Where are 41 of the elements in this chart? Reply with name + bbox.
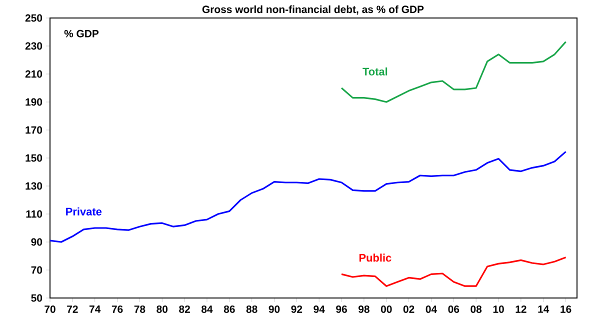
x-tick-label: 84	[201, 306, 213, 313]
y-tick-label: 70	[31, 266, 42, 274]
y-tick-label: 250	[25, 14, 42, 22]
series-label: Private	[66, 207, 102, 216]
x-tick-label: 76	[112, 306, 123, 313]
y-tick-label: 50	[31, 294, 42, 302]
x-tick-label: 90	[268, 306, 280, 313]
x-tick-label: 96	[336, 306, 347, 313]
x-tick-label: 82	[179, 306, 190, 313]
x-tick-label: 72	[67, 306, 78, 313]
x-tick-label: 00	[380, 306, 392, 313]
y-tick-label: 210	[25, 70, 42, 78]
y-tick-label: 110	[26, 210, 42, 218]
text: Total	[362, 67, 388, 76]
x-tick-label: 70	[44, 306, 56, 313]
chart-title: Gross world non-financial debt, as % of GDP	[202, 5, 424, 15]
y-tick-label: 130	[26, 182, 42, 190]
x-tick-label: 78	[134, 306, 146, 313]
series-label: Public	[359, 254, 392, 262]
y-tick-label: 190	[26, 98, 42, 106]
x-tick-label: 80	[156, 306, 168, 313]
x-tick-label: 06	[448, 306, 460, 313]
y-tick-label: 150	[26, 154, 42, 162]
x-tick-label: 98	[358, 306, 370, 313]
x-tick-label: 16	[560, 306, 572, 313]
x-tick-label: 08	[470, 306, 482, 313]
x-tick-label: 04	[426, 306, 437, 313]
x-tick-label: 02	[403, 306, 414, 313]
y-tick-label: 90	[31, 238, 42, 246]
x-tick-label: 10	[493, 306, 504, 313]
line-series	[49, 150, 567, 243]
x-tick-label: 86	[224, 306, 235, 313]
x-tick-label: 12	[516, 306, 526, 313]
x-tick-label: 14	[538, 306, 550, 313]
x-tick-label: 92	[291, 306, 302, 313]
y-tick-label: 230	[25, 42, 42, 50]
y-axis-title: % GDP	[64, 30, 99, 38]
y-tick-label: 170	[26, 126, 42, 134]
x-tick-label: 94	[314, 306, 325, 313]
x-tick-label: 74	[89, 306, 101, 313]
x-tick-label: 88	[246, 306, 258, 313]
